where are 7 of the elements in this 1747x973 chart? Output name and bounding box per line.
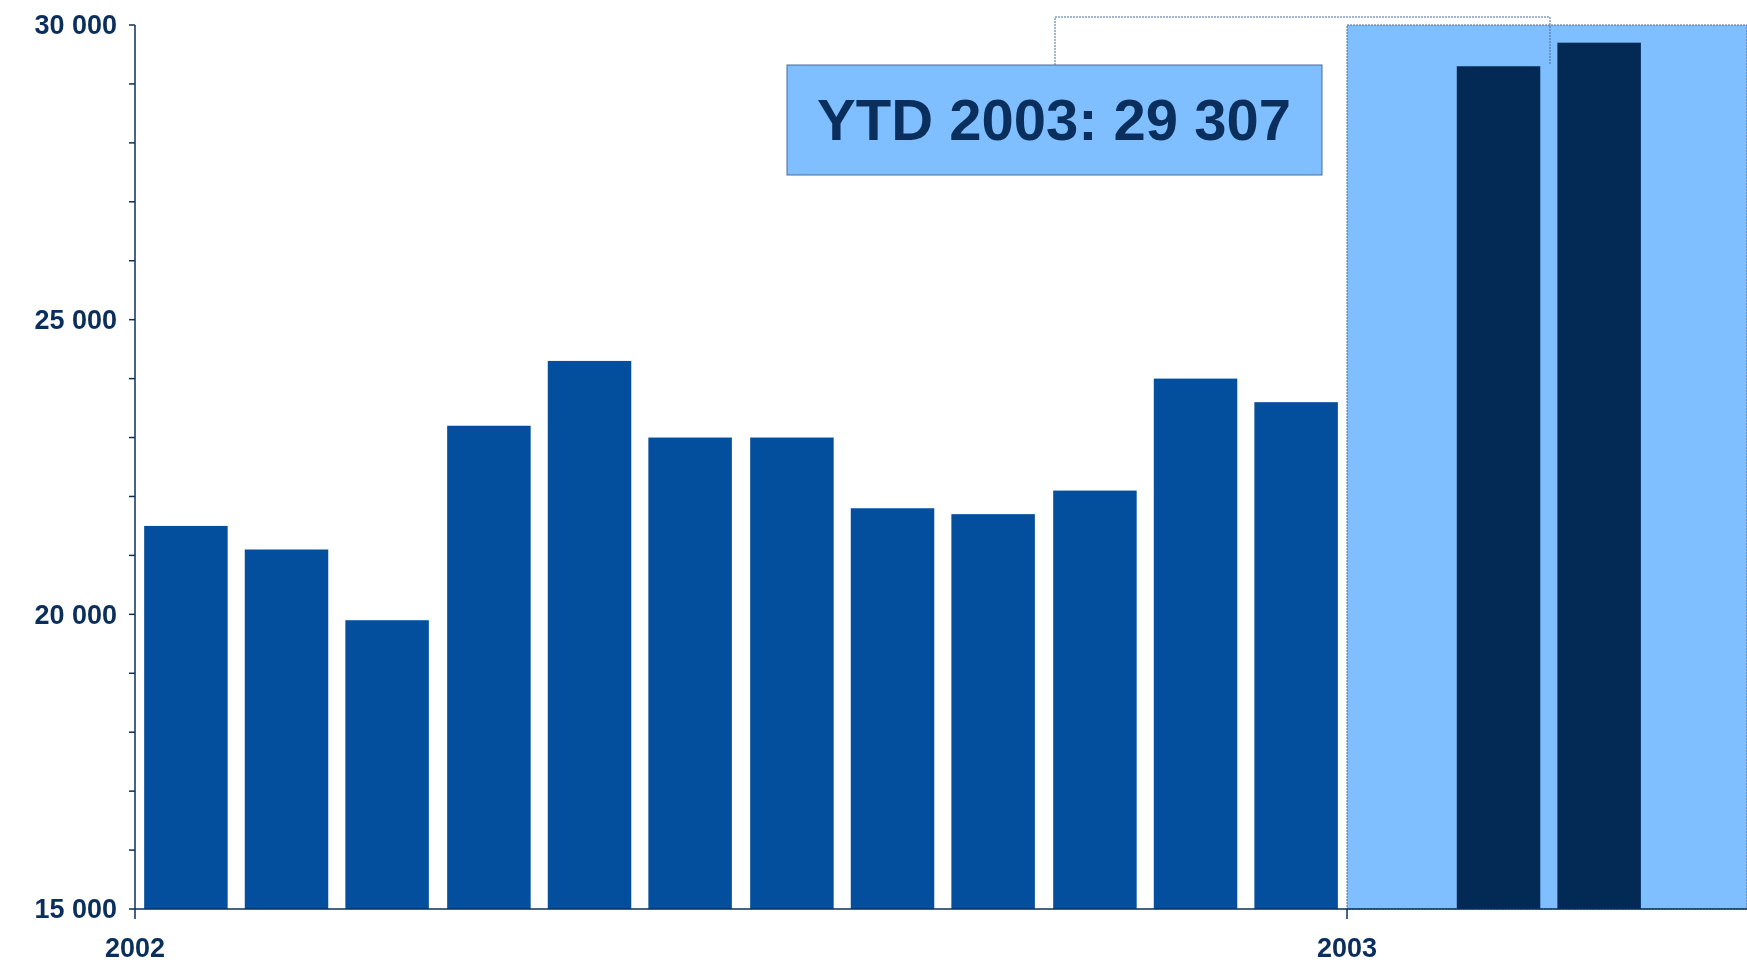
y-tick-label: 30 000 (34, 10, 117, 41)
annotation: YTD 2003: 29 307 (817, 87, 1291, 153)
y-tick-label: 20 000 (34, 599, 117, 630)
y-tick-label: 15 000 (34, 894, 117, 925)
x-tick-label: 2002 (104, 933, 166, 963)
x-tick-label: 2003 (1316, 933, 1378, 963)
y-tick-label: 25 000 (34, 305, 117, 336)
